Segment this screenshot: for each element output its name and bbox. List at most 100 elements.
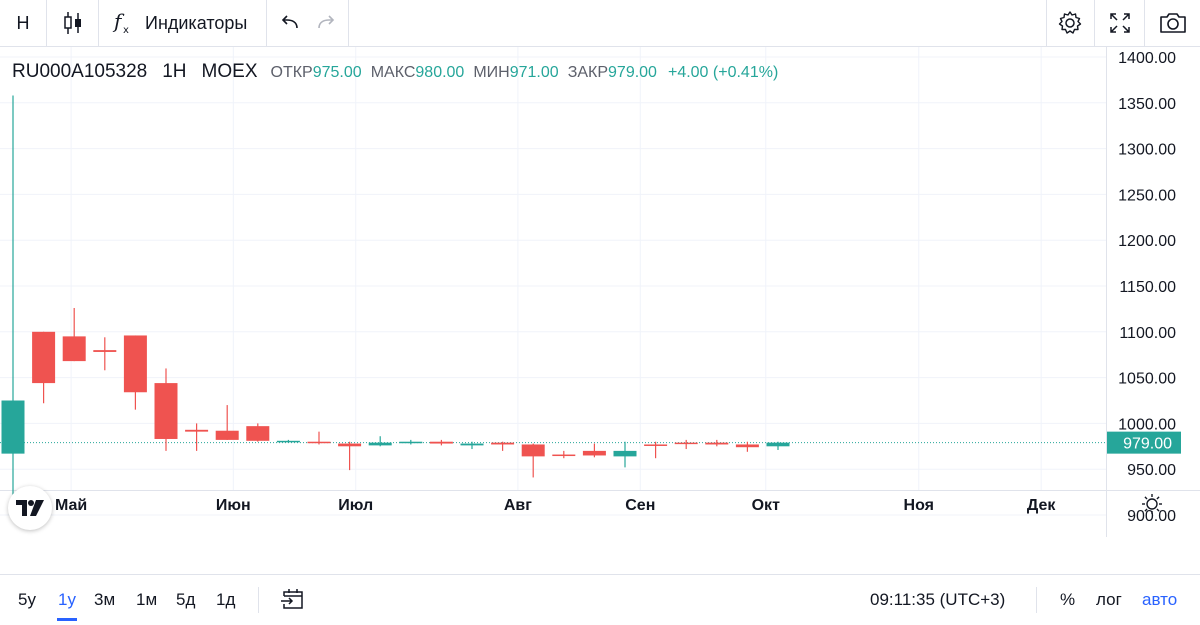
range-1d[interactable]: 1д — [216, 590, 236, 609]
toolbar-divider — [1046, 0, 1047, 46]
range-3m[interactable]: 3м — [94, 590, 116, 609]
chart-area[interactable]: 1400.00 1350.00 1300.00 1250.00 1200.00 1150.… — [0, 47, 1200, 537]
candle-body — [276, 440, 300, 443]
candle-body — [1, 400, 25, 454]
active-range-underline — [57, 618, 77, 621]
sun-icon-center — [1146, 498, 1158, 510]
low-label: МИН — [473, 64, 510, 81]
high-value: 980.00 — [415, 64, 465, 81]
range-5d[interactable]: 5д — [176, 590, 196, 609]
log-toggle[interactable]: лог — [1096, 590, 1122, 609]
price-tick-label: 1150.00 — [1119, 279, 1176, 296]
tradingview-logo[interactable] — [8, 486, 52, 530]
time-tick-label: Окт — [752, 497, 780, 514]
goto-date-button[interactable] — [280, 575, 306, 625]
percent-toggle[interactable]: % — [1060, 590, 1076, 609]
sun-icon-ray — [1144, 496, 1148, 500]
candle-body — [521, 444, 545, 457]
indicators-button[interactable]: f x Индикаторы — [108, 0, 258, 46]
candle-body — [185, 429, 209, 432]
candle-body — [460, 443, 484, 446]
interval-button[interactable]: Н — [0, 0, 46, 46]
time-tick-label: Июн — [216, 497, 251, 514]
settings-button[interactable] — [1050, 0, 1090, 46]
price-tick-label: 1000.00 — [1118, 416, 1176, 433]
bottom-toolbar: 5у 1у 3м 1м 5д 1д 09:11:35 (UTC+3) % лог… — [0, 574, 1200, 625]
time-tick-label: Май — [55, 497, 87, 514]
time-tick-label: Ноя — [904, 497, 934, 514]
snapshot-button[interactable] — [1150, 0, 1196, 46]
function-icon: f x — [112, 9, 129, 36]
price-tick-label: 900.00 — [1127, 508, 1176, 525]
toolbar-divider — [348, 0, 349, 46]
bottom-divider — [1036, 587, 1037, 613]
candle-body — [735, 444, 759, 448]
clock-time[interactable]: 09:11:35 (UTC+3) — [870, 590, 1006, 609]
candle-body — [93, 350, 117, 352]
candle-body — [429, 441, 453, 444]
toolbar-divider — [46, 0, 47, 46]
price-tick-label: 1400.00 — [1118, 50, 1176, 67]
candle-body — [338, 443, 362, 447]
price-tick-label: 950.00 — [1127, 462, 1176, 479]
candle-body — [705, 442, 729, 445]
candle-body — [582, 450, 606, 456]
time-tick-label: Сен — [625, 497, 655, 514]
change-value: +4.00 (+0.41%) — [667, 64, 779, 81]
undo-button[interactable] — [272, 0, 308, 46]
candle-body — [399, 441, 423, 444]
time-tick-label: Авг — [504, 497, 532, 514]
toolbar-divider — [1144, 0, 1145, 46]
price-tick-label: 1200.00 — [1118, 233, 1176, 250]
symbol-name[interactable]: RU000A105328 — [12, 61, 148, 82]
legend-exchange: MOEX — [201, 61, 258, 82]
svg-text:x: x — [123, 25, 129, 36]
last-price-label: 979.00 — [1123, 436, 1172, 453]
candle-body — [613, 450, 637, 457]
auto-toggle[interactable]: авто — [1142, 590, 1178, 609]
toolbar-divider — [1094, 0, 1095, 46]
close-label: ЗАКР — [567, 64, 609, 81]
chart-type-button[interactable] — [50, 0, 96, 46]
range-1y[interactable]: 1у — [58, 590, 76, 609]
tradingview-logo-icon — [16, 500, 44, 516]
candle-body — [62, 336, 86, 362]
candlestick-chart[interactable]: 1400.00 1350.00 1300.00 1250.00 1200.00 1150.… — [0, 47, 1200, 537]
candle-body — [246, 426, 270, 441]
toolbar-divider — [266, 0, 267, 46]
low-value: 971.00 — [509, 64, 559, 81]
calendar-goto-icon — [281, 589, 303, 609]
open-value: 975.00 — [312, 64, 362, 81]
candle-body — [154, 383, 178, 439]
sun-icon-ray — [1156, 496, 1160, 500]
open-label: ОТКР — [270, 64, 313, 81]
last-price-badge — [1107, 431, 1181, 454]
redo-button[interactable] — [308, 0, 344, 46]
price-tick-label: 1250.00 — [1118, 187, 1176, 204]
candle-body — [491, 442, 515, 445]
chart-legend: RU000A105328 1Н MOEX ОТКР975.00 МАКС980.… — [12, 61, 778, 83]
legend-interval: 1Н — [162, 61, 187, 82]
candle-body — [766, 442, 790, 447]
sun-icon-ray — [1156, 508, 1160, 512]
range-1m[interactable]: 1м — [136, 590, 158, 609]
toolbar-divider — [98, 0, 99, 46]
gear-icon — [1058, 11, 1082, 34]
price-tick-label: 1350.00 — [1118, 96, 1176, 113]
range-5y[interactable]: 5у — [18, 590, 36, 609]
candles-icon — [64, 12, 81, 34]
time-tick-label: Дек — [1027, 497, 1056, 514]
candle-body — [32, 331, 56, 384]
price-tick-label: 1050.00 — [1118, 371, 1176, 388]
time-tick-label: Июл — [338, 497, 373, 514]
indicators-label: Индикаторы — [145, 12, 248, 33]
fullscreen-icon — [1110, 13, 1130, 33]
fullscreen-button[interactable] — [1100, 0, 1140, 46]
price-tick-label: 1300.00 — [1118, 142, 1176, 159]
candle-body — [674, 442, 698, 445]
redo-icon — [318, 15, 335, 29]
axis-settings-icon[interactable] — [1142, 494, 1162, 514]
candle-body — [644, 444, 668, 446]
candle-body — [307, 441, 331, 444]
interval-label: Н — [16, 12, 30, 33]
